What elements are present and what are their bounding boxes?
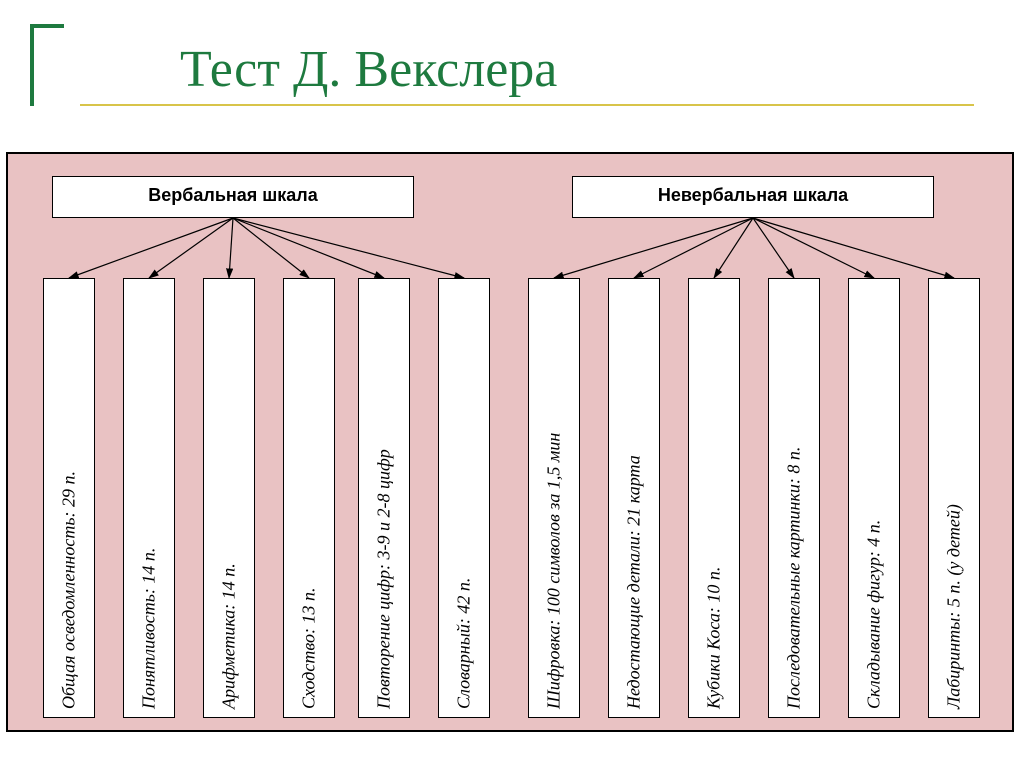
slide: Тест Д. Векслера Вербальная шкала Общая о… bbox=[0, 0, 1024, 768]
child-label-0-1: Понятливость: 14 п. bbox=[139, 548, 160, 709]
diagram-canvas: Вербальная шкала Общая осведомленность: 2… bbox=[6, 152, 1014, 732]
child-label-1-0: Шифровка: 100 символов за 1,5 мин bbox=[544, 433, 565, 709]
child-box-1-5: Лабиринты: 5 п. (у детей) bbox=[928, 278, 980, 718]
child-label-0-4: Повторение цифр: 3-9 и 2-8 цифр bbox=[374, 449, 395, 709]
page-title: Тест Д. Векслера bbox=[180, 40, 557, 99]
child-box-0-1: Понятливость: 14 п. bbox=[123, 278, 175, 718]
child-label-0-3: Сходство: 13 п. bbox=[299, 588, 320, 709]
parent-box-0: Вербальная шкала bbox=[52, 176, 414, 218]
child-box-1-1: Недостающие детали: 21 карта bbox=[608, 278, 660, 718]
child-label-1-4: Складывание фигур: 4 п. bbox=[864, 520, 885, 709]
child-box-0-0: Общая осведомленность: 29 п. bbox=[43, 278, 95, 718]
child-label-0-2: Арифметика: 14 п. bbox=[219, 563, 240, 709]
parent-box-1: Невербальная шкала bbox=[572, 176, 934, 218]
child-label-1-5: Лабиринты: 5 п. (у детей) bbox=[944, 504, 965, 709]
child-box-1-2: Кубики Коса: 10 п. bbox=[688, 278, 740, 718]
child-box-1-0: Шифровка: 100 символов за 1,5 мин bbox=[528, 278, 580, 718]
child-label-1-2: Кубики Коса: 10 п. bbox=[704, 567, 725, 709]
child-box-0-5: Словарный: 42 п. bbox=[438, 278, 490, 718]
child-box-1-4: Складывание фигур: 4 п. bbox=[848, 278, 900, 718]
child-label-0-0: Общая осведомленность: 29 п. bbox=[59, 471, 80, 709]
child-label-1-1: Недостающие детали: 21 карта bbox=[624, 455, 645, 709]
title-underline bbox=[80, 104, 974, 106]
child-label-1-3: Последовательные картинки: 8 п. bbox=[784, 447, 805, 709]
child-box-0-4: Повторение цифр: 3-9 и 2-8 цифр bbox=[358, 278, 410, 718]
child-box-0-2: Арифметика: 14 п. bbox=[203, 278, 255, 718]
corner-accent bbox=[30, 24, 64, 106]
child-label-0-5: Словарный: 42 п. bbox=[454, 578, 475, 709]
child-box-0-3: Сходство: 13 п. bbox=[283, 278, 335, 718]
child-box-1-3: Последовательные картинки: 8 п. bbox=[768, 278, 820, 718]
